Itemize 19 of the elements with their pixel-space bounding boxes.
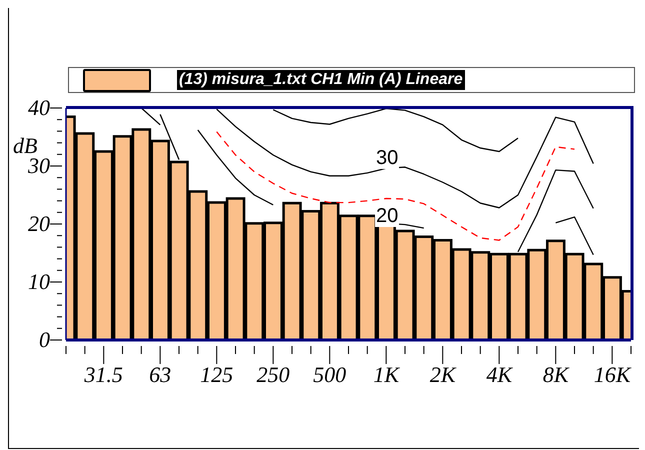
x-tick-label: 16K	[594, 362, 632, 387]
x-tick-label: 125	[200, 362, 234, 387]
line-series	[216, 131, 576, 241]
annotation: 30	[375, 147, 400, 169]
x-tick-label: 1K	[373, 362, 400, 387]
y-tick-label: 20	[28, 211, 50, 236]
line-series	[216, 108, 594, 208]
x-tick-label: 2K	[430, 362, 457, 387]
y-tick-label: 40	[28, 95, 50, 120]
annotation: 20	[375, 205, 400, 227]
y-tick-label: 10	[28, 269, 50, 294]
x-tick-label: 8K	[542, 362, 570, 387]
x-tick-label: 31.5	[83, 362, 123, 387]
x-tick-label: 500	[313, 362, 346, 387]
x-tick-label: 4K	[486, 362, 514, 387]
legend-label: (13) misura_1.txt CH1 Min (A) Lineare	[177, 70, 465, 90]
x-tick-label: 63	[149, 362, 172, 387]
x-tick-label: 250	[256, 362, 290, 387]
y-tick-label: 0	[39, 327, 50, 352]
